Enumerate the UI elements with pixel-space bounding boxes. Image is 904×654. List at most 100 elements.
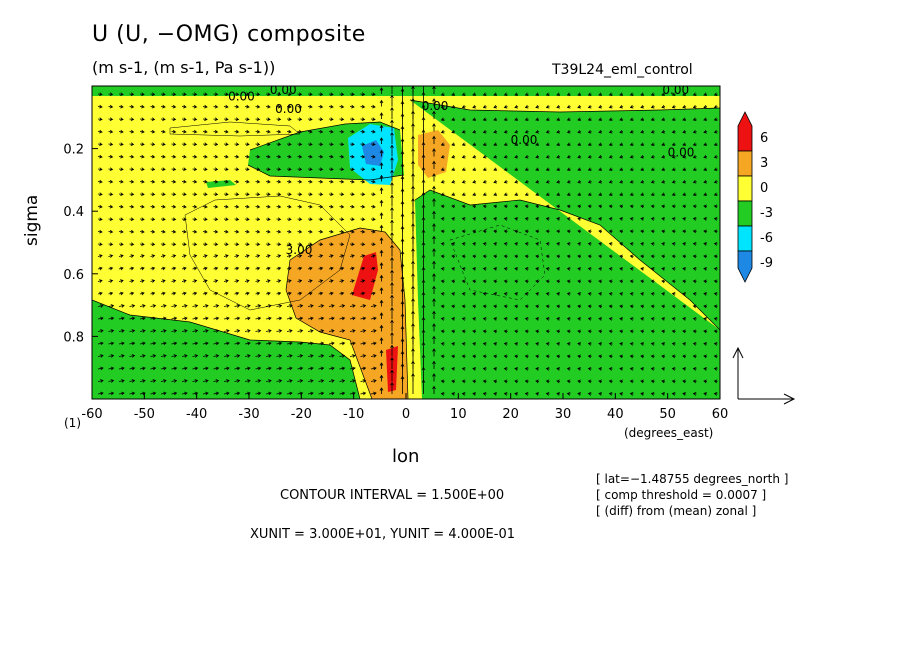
- wind-vector: [482, 204, 487, 209]
- wind-vector: [160, 391, 167, 396]
- wind-vector: [556, 217, 561, 221]
- wind-vector: [440, 392, 445, 396]
- wind-vector: [598, 354, 603, 359]
- wind-vector: [370, 242, 376, 247]
- wind-vector: [421, 354, 426, 369]
- wind-vector: [171, 316, 178, 321]
- wind-vector: [566, 242, 571, 246]
- wind-vector: [213, 391, 220, 396]
- wind-vector: [535, 217, 540, 221]
- wind-vector: [503, 379, 508, 384]
- wind-vector: [493, 292, 498, 296]
- wind-vector: [640, 279, 645, 284]
- wind-vector: [339, 129, 345, 134]
- wind-vector: [318, 142, 324, 147]
- wind-vector: [421, 254, 426, 269]
- wind-vector: [234, 316, 241, 321]
- wind-vector: [129, 167, 135, 172]
- wind-vector: [97, 204, 103, 209]
- wind-vector: [472, 204, 477, 209]
- wind-vector: [223, 179, 229, 184]
- wind-vector: [255, 366, 262, 371]
- wind-vector: [276, 379, 283, 383]
- wind-vector: [108, 117, 114, 122]
- wind-vector: [244, 254, 250, 258]
- wind-vector: [671, 267, 676, 271]
- wind-vector: [297, 154, 303, 159]
- wind-vector: [379, 212, 384, 219]
- wind-vector: [379, 262, 384, 269]
- wind-vector: [349, 229, 355, 234]
- wind-vector: [440, 204, 445, 209]
- wind-vector: [150, 117, 156, 122]
- wind-vector: [440, 354, 445, 359]
- wind-vector: [640, 192, 645, 197]
- wind-vector: [608, 229, 613, 234]
- wind-vector: [97, 192, 103, 197]
- wind-vector: [265, 104, 271, 109]
- wind-vector: [608, 354, 613, 359]
- wind-vector: [535, 342, 540, 346]
- wind-vector: [265, 291, 271, 296]
- wind-vector: [440, 117, 445, 122]
- wind-vector: [514, 92, 519, 97]
- wind-vector: [482, 317, 487, 321]
- wind-vector: [234, 192, 240, 197]
- wind-vector: [276, 304, 283, 308]
- wind-vector: [503, 192, 508, 197]
- wind-vector: [566, 379, 571, 384]
- wind-vector: [150, 379, 157, 383]
- wind-vector: [297, 266, 303, 271]
- wind-vector: [692, 130, 697, 134]
- wind-vector: [619, 304, 624, 309]
- wind-vector: [97, 291, 103, 296]
- wind-vector: [503, 242, 508, 246]
- wind-vector: [213, 366, 220, 371]
- wind-vector: [440, 142, 445, 147]
- run-label: T39L24_eml_control: [552, 62, 693, 78]
- wind-vector: [255, 279, 261, 283]
- wind-vector: [339, 279, 345, 283]
- wind-vector: [150, 254, 156, 258]
- wind-vector: [286, 254, 292, 258]
- wind-vector: [432, 348, 436, 357]
- wind-vector: [118, 242, 124, 247]
- wind-vector: [181, 92, 187, 97]
- wind-vector: [682, 192, 687, 197]
- wind-vector: [318, 204, 324, 209]
- wind-vector: [370, 391, 377, 396]
- wind-vector: [598, 254, 603, 259]
- wind-vector: [421, 379, 426, 394]
- wind-vector: [297, 341, 304, 346]
- wind-vector: [472, 392, 477, 396]
- wind-vector: [255, 92, 261, 97]
- wind-vector: [682, 392, 687, 396]
- wind-vector: [432, 123, 436, 132]
- wind-vector: [181, 266, 187, 271]
- wind-vector: [360, 204, 366, 209]
- wind-vector: [349, 154, 355, 159]
- wind-vector: [349, 104, 355, 109]
- wind-vector: [265, 229, 271, 234]
- wind-vector: [318, 379, 325, 383]
- wind-vector: [640, 142, 645, 147]
- wind-vector: [234, 154, 240, 159]
- wind-vector: [451, 180, 456, 184]
- wind-vector: [160, 316, 167, 321]
- wind-vector: [286, 266, 292, 271]
- wind-vector: [503, 367, 508, 371]
- wind-vector: [139, 379, 146, 383]
- wind-vector: [692, 117, 697, 122]
- wind-vector: [608, 242, 613, 246]
- wind-vector: [461, 292, 466, 296]
- wind-vector: [97, 104, 103, 109]
- wind-vector: [349, 92, 355, 97]
- wind-vector: [202, 316, 209, 321]
- wind-vector: [661, 117, 666, 122]
- wind-vector: [682, 229, 687, 234]
- wind-vector: [640, 217, 645, 221]
- wind-vector: [482, 342, 487, 346]
- wind-vector: [255, 229, 261, 234]
- wind-vector: [150, 354, 157, 358]
- wind-vector: [118, 167, 124, 172]
